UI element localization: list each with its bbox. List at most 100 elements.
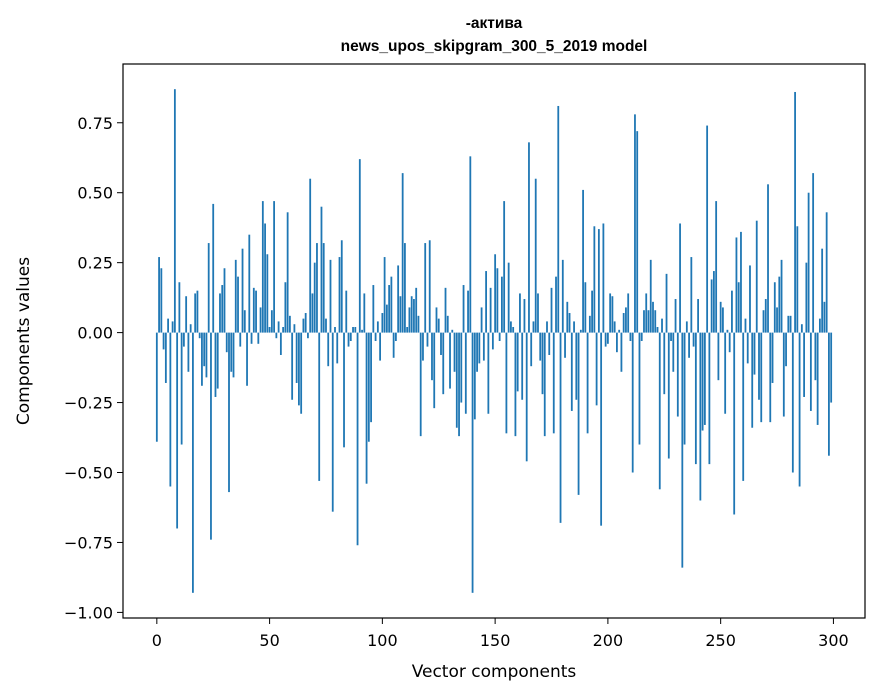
- bar-204: [616, 332, 618, 353]
- bar-277: [780, 259, 783, 333]
- bar-17: [194, 293, 197, 333]
- bar-104: [390, 276, 393, 333]
- bar-53: [275, 332, 278, 339]
- x-axis-ticks: 0 50 100 150 200 250 300: [152, 618, 849, 650]
- y-tick-label: −1.00: [64, 603, 113, 622]
- bar-78: [331, 332, 334, 512]
- bar-228: [670, 332, 672, 341]
- bar-178: [557, 105, 560, 333]
- bar-253: [726, 329, 729, 333]
- bar-124: [435, 307, 438, 333]
- bar-75: [325, 318, 327, 333]
- bar-118: [422, 332, 424, 361]
- bar-270: [764, 299, 767, 333]
- bar-252: [724, 332, 727, 414]
- bar-259: [740, 231, 742, 333]
- bar-255: [731, 290, 733, 333]
- bar-275: [776, 307, 778, 333]
- bar-205: [618, 329, 621, 333]
- bar-271: [767, 184, 769, 333]
- bar-31: [225, 332, 228, 353]
- bar-50: [268, 327, 271, 333]
- bar-13: [185, 296, 188, 333]
- bar-217: [645, 293, 648, 333]
- bar-254: [728, 332, 731, 353]
- bar-200: [606, 332, 609, 344]
- bar-226: [665, 273, 668, 333]
- bar-290: [809, 332, 812, 411]
- bar-127: [442, 332, 445, 395]
- bar-82: [340, 240, 343, 333]
- bar-173: [546, 321, 548, 333]
- bars-group: [155, 89, 833, 593]
- bar-143: [478, 332, 481, 364]
- bar-192: [588, 315, 591, 333]
- bar-194: [593, 226, 596, 333]
- bar-56: [282, 327, 285, 333]
- bar-183: [568, 313, 571, 333]
- bar-131: [451, 329, 454, 333]
- bar-239: [694, 332, 697, 465]
- bar-111: [406, 327, 409, 333]
- bar-32: [228, 332, 230, 493]
- bar-176: [552, 332, 555, 434]
- bar-163: [523, 299, 526, 333]
- bar-256: [733, 332, 736, 515]
- bar-43: [252, 287, 255, 333]
- bar-296: [823, 301, 826, 333]
- bar-47: [261, 201, 264, 333]
- bar-128: [444, 287, 447, 333]
- bar-279: [785, 332, 787, 367]
- bar-35: [234, 259, 237, 333]
- bar-119: [424, 243, 427, 333]
- bar-138: [467, 290, 469, 333]
- bar-120: [426, 332, 429, 347]
- bar-294: [818, 318, 821, 333]
- bar-92: [363, 293, 366, 333]
- bar-195: [595, 332, 598, 406]
- bar-180: [561, 259, 564, 333]
- bar-171: [541, 332, 544, 395]
- bar-74: [322, 243, 325, 333]
- bar-65: [302, 318, 305, 333]
- bar-121: [428, 240, 431, 333]
- x-tick-label: 0: [152, 631, 162, 650]
- bar-161: [519, 293, 521, 333]
- bar-187: [577, 332, 580, 495]
- bar-126: [440, 332, 442, 355]
- bar-101: [383, 257, 386, 333]
- bar-154: [503, 201, 506, 333]
- bar-236: [688, 332, 690, 358]
- bar-113: [410, 296, 413, 333]
- bar-258: [737, 282, 740, 333]
- bar-109: [401, 173, 404, 333]
- bar-223: [658, 332, 661, 490]
- bar-184: [570, 332, 573, 411]
- bar-261: [744, 318, 747, 333]
- bar-243: [703, 332, 706, 425]
- y-tick-label: 0.00: [77, 324, 113, 343]
- bar-287: [803, 332, 805, 397]
- bar-265: [753, 332, 756, 375]
- bar-66: [304, 313, 307, 333]
- bar-10: [178, 282, 181, 333]
- bar-37: [239, 332, 242, 347]
- bar-87: [352, 327, 354, 333]
- bar-52: [273, 201, 275, 333]
- bar-1: [158, 257, 160, 333]
- bar-39: [243, 310, 246, 333]
- bar-293: [816, 332, 819, 425]
- bar-103: [388, 285, 391, 333]
- bar-15: [189, 324, 192, 333]
- bar-4: [164, 332, 167, 383]
- bar-98: [376, 321, 379, 333]
- bar-28: [219, 293, 221, 333]
- bar-167: [532, 321, 535, 333]
- bar-203: [613, 321, 616, 333]
- bar-115: [415, 287, 418, 333]
- bar-288: [805, 262, 808, 333]
- bar-172: [543, 332, 546, 437]
- bar-168: [534, 178, 537, 333]
- bar-248: [715, 201, 718, 333]
- bar-97: [374, 332, 377, 341]
